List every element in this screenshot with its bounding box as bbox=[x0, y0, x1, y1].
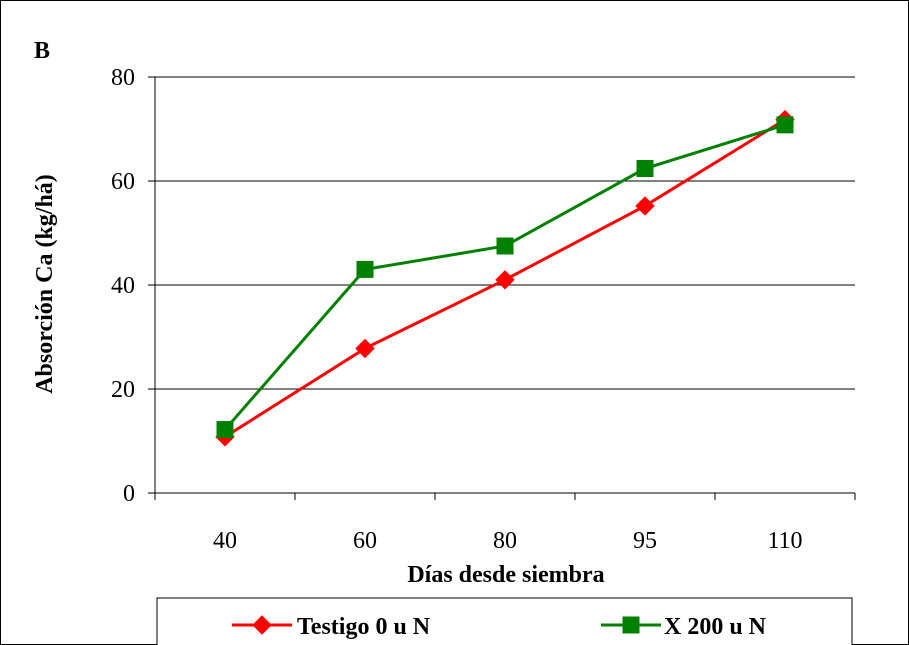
y-tick-label: 20 bbox=[111, 377, 135, 403]
panel-label: B bbox=[34, 38, 51, 64]
data-point bbox=[355, 338, 375, 359]
legend-marker bbox=[622, 616, 640, 634]
legend-label: X 200 u N bbox=[664, 614, 767, 640]
x-axis-title: Días desde siembra bbox=[407, 562, 604, 588]
x-tick-label: 60 bbox=[353, 528, 377, 554]
y-tick-label: 40 bbox=[111, 273, 135, 299]
series-markers bbox=[215, 109, 795, 447]
gridlines bbox=[155, 76, 855, 390]
x-tick-labels: 40 60 80 95 110 bbox=[213, 528, 803, 554]
x-tick-label: 40 bbox=[213, 528, 237, 554]
y-tick-label: 80 bbox=[111, 65, 135, 91]
y-axis-title: Absorción Ca (kg/há) bbox=[32, 174, 58, 394]
y-tick-labels: 0 20 40 60 80 bbox=[111, 65, 135, 507]
y-tick-label: 60 bbox=[111, 169, 135, 195]
data-point bbox=[776, 116, 794, 134]
data-point bbox=[636, 160, 654, 178]
data-point bbox=[496, 237, 514, 255]
axes bbox=[148, 76, 856, 500]
y-tick-label: 0 bbox=[123, 481, 135, 507]
x-tick-label: 80 bbox=[493, 528, 517, 554]
data-point bbox=[635, 196, 655, 216]
data-point bbox=[216, 421, 234, 439]
x-tick-label: 95 bbox=[633, 528, 657, 554]
data-point bbox=[356, 260, 374, 278]
x-tick-label: 110 bbox=[767, 528, 802, 554]
legend-label: Testigo 0 u N bbox=[297, 614, 431, 640]
legend-marker bbox=[252, 615, 272, 635]
legend: Testigo 0 u N X 200 u N bbox=[156, 597, 853, 645]
legend-box bbox=[156, 597, 853, 645]
data-point bbox=[495, 270, 515, 290]
